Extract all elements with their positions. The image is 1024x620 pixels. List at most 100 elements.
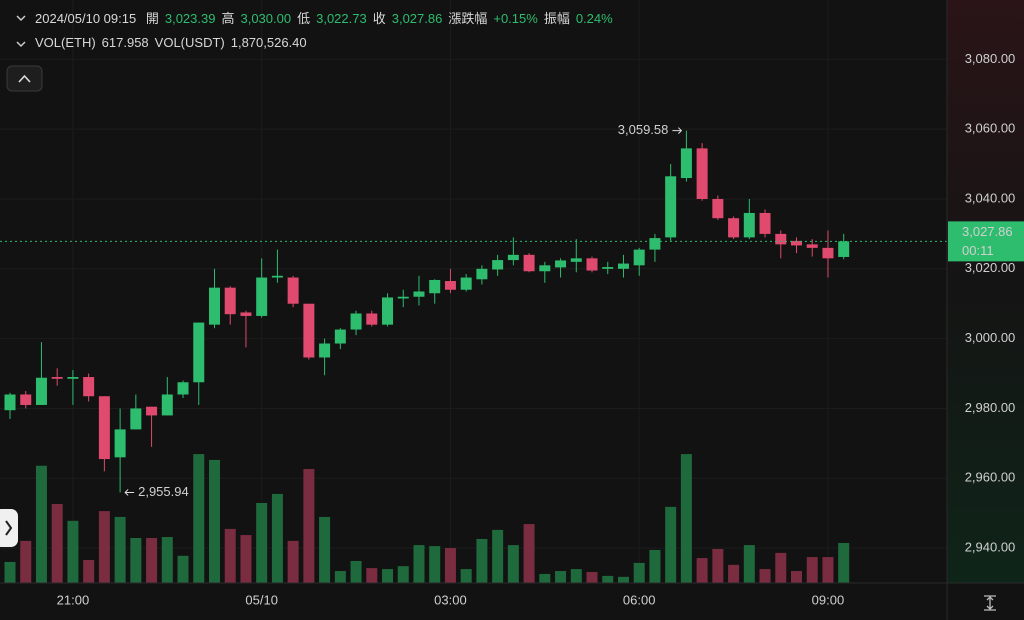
volume-bar	[806, 557, 818, 583]
high-annotation: 3,059.58	[618, 122, 669, 137]
candle-body	[366, 313, 378, 325]
candle-body	[759, 212, 771, 234]
candle-body	[287, 277, 299, 304]
volume-bar	[476, 538, 488, 583]
y-tick-label: 2,960.00	[965, 470, 1016, 485]
price-axis-bg	[947, 0, 1024, 583]
countdown: 00:11	[962, 243, 994, 258]
volume-label: VOL(ETH)	[35, 35, 96, 50]
volume-value: 617.958	[101, 35, 149, 50]
volume-bar	[67, 520, 79, 583]
volume-bar	[240, 535, 252, 583]
volume-bar	[649, 549, 661, 583]
volume-label: VOL(USDT)	[154, 35, 225, 50]
volume-bar	[665, 506, 677, 583]
candle-body	[602, 267, 614, 269]
volume-bar	[382, 569, 394, 583]
volume-bar	[397, 566, 409, 583]
volume-bar	[460, 569, 472, 583]
candle-body	[665, 176, 677, 238]
legend-label: 收	[372, 11, 386, 26]
candle-body	[20, 394, 32, 405]
legend-value: +0.15%	[493, 11, 538, 26]
candle-body	[208, 287, 220, 325]
candle-body	[791, 240, 802, 246]
candle-body	[806, 244, 818, 248]
arrow	[672, 127, 683, 134]
candle-body	[350, 313, 362, 330]
candle-body	[146, 406, 158, 416]
volume-bar	[617, 576, 629, 583]
volume-bar	[602, 575, 614, 583]
collapse-chevron[interactable]	[16, 41, 26, 48]
volume-bar	[586, 571, 598, 583]
volume-bar	[287, 540, 299, 583]
candle-body	[523, 254, 535, 272]
volume-bar	[35, 465, 47, 583]
volume-bar	[114, 516, 126, 583]
candle-body	[838, 241, 850, 257]
volume-bar	[161, 537, 173, 583]
candle-body	[649, 238, 661, 250]
candle-body	[114, 429, 126, 458]
volume-bar	[51, 503, 63, 583]
volume-bar	[130, 537, 142, 583]
volume-value: 1,870,526.40	[230, 35, 307, 50]
candle-body	[775, 233, 787, 245]
scroll-up-button[interactable]	[6, 65, 43, 92]
volume-bar	[759, 569, 771, 583]
legend-value: 3,027.86	[391, 11, 443, 26]
candle-body	[271, 275, 283, 278]
legend-value: 0.24%	[575, 11, 613, 26]
x-tick-label: 06:00	[623, 592, 656, 607]
volume-bar	[208, 459, 220, 583]
candle-body	[444, 281, 456, 290]
legend-label: 開	[145, 11, 159, 26]
collapse-chevron[interactable]	[16, 15, 26, 22]
volume-bar	[319, 516, 331, 583]
volume-bar	[570, 569, 582, 583]
volume-bar	[193, 454, 205, 583]
volume-bar	[224, 528, 236, 583]
candle-body	[680, 148, 692, 179]
volume-bar	[429, 546, 441, 583]
candle-body	[161, 394, 173, 416]
candle-body	[319, 343, 331, 358]
volume-bar	[20, 540, 32, 583]
legend-time: 2024/05/10 09:15	[35, 11, 137, 26]
candle-body	[4, 394, 16, 411]
legend-label: 振幅	[543, 11, 570, 26]
candle-body	[492, 260, 504, 270]
candle-body	[130, 408, 142, 430]
last-price-label: 3,027.86	[962, 224, 1013, 239]
volume-bar	[775, 552, 787, 583]
candle-body	[177, 382, 189, 395]
candle-body	[822, 247, 834, 259]
legend-value: 3,023.39	[164, 11, 216, 26]
volume-bar	[743, 545, 755, 583]
arrow	[124, 489, 135, 496]
candle-body	[240, 312, 252, 316]
volume-bar	[4, 561, 16, 583]
candle-body	[397, 296, 409, 299]
volume-bar	[822, 557, 834, 583]
axis-fit-button[interactable]	[984, 595, 996, 611]
candle-body	[51, 377, 63, 379]
candle-body	[382, 297, 394, 325]
candle-body	[303, 303, 315, 358]
x-tick-label: 03:00	[434, 592, 467, 607]
candle-body	[334, 329, 346, 344]
legend-label: 低	[297, 11, 311, 26]
volume-bar	[791, 571, 802, 583]
y-tick-label: 3,060.00	[965, 121, 1016, 136]
volume-bar	[303, 468, 315, 583]
candle-body	[35, 377, 47, 405]
expand-panel-button[interactable]	[0, 509, 18, 547]
candle-body	[413, 291, 425, 297]
legend-value: 3,022.73	[316, 11, 367, 26]
candle-body	[743, 212, 755, 238]
ohlc-legend: 2024/05/10 09:15 開 3,023.39 高 3,030.00 低 3,02…	[35, 8, 625, 27]
volume-bar	[507, 545, 519, 583]
